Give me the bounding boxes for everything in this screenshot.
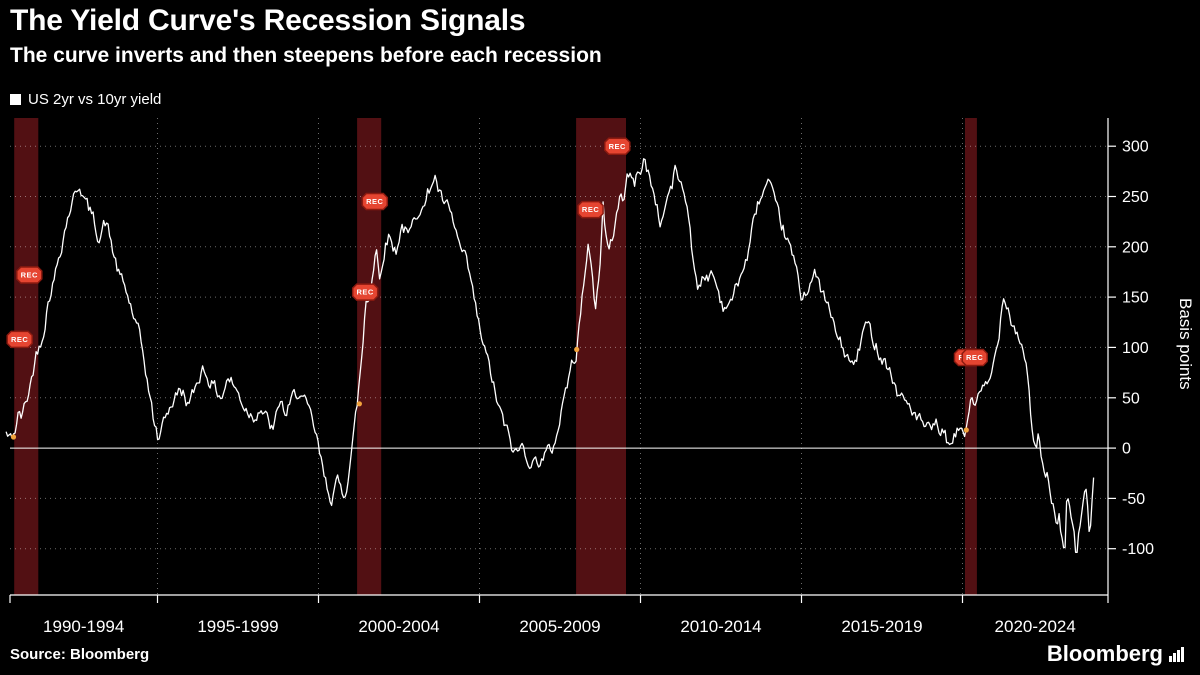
legend-label: US 2yr vs 10yr yield	[28, 91, 162, 108]
page-subtitle: The curve inverts and then steepens befo…	[10, 44, 602, 67]
svg-text:REC: REC	[609, 142, 626, 151]
svg-text:1995-1999: 1995-1999	[197, 617, 278, 636]
svg-text:300: 300	[1122, 139, 1149, 156]
svg-text:2010-2014: 2010-2014	[680, 617, 761, 636]
bloomberg-logo-bars-icon	[1169, 647, 1184, 662]
svg-text:-50: -50	[1122, 491, 1145, 508]
svg-text:REC: REC	[11, 335, 28, 344]
svg-text:REC: REC	[366, 197, 383, 206]
inversion-dots	[10, 346, 969, 440]
svg-text:100: 100	[1122, 340, 1149, 357]
svg-text:-100: -100	[1122, 541, 1154, 558]
svg-text:200: 200	[1122, 239, 1149, 256]
chart-legend: US 2yr vs 10yr yield	[10, 91, 161, 108]
svg-text:50: 50	[1122, 390, 1140, 407]
spread-line	[5, 158, 1095, 554]
bloomberg-logo: Bloomberg	[1047, 641, 1186, 667]
y-axis-title: Basis points	[1176, 298, 1195, 390]
gridlines	[10, 118, 1108, 595]
y-tick-labels: 300 250 200 150 100 50 0 -50 -100	[1122, 139, 1154, 559]
bloomberg-logo-text: Bloomberg	[1046, 641, 1163, 666]
svg-text:1990-1994: 1990-1994	[43, 617, 124, 636]
axes	[9, 118, 1116, 603]
svg-text:150: 150	[1122, 290, 1149, 307]
svg-text:0: 0	[1122, 441, 1131, 458]
yield-spread-chart: RECRECRECRECRECRECRECREC3002502001501005…	[0, 112, 1200, 675]
x-tick-labels: 1990-1994 1995-1999 2000-2004 2005-2009 2010…	[43, 617, 1076, 636]
svg-text:REC: REC	[21, 271, 38, 280]
svg-text:2020-2024: 2020-2024	[995, 617, 1076, 636]
svg-text:2005-2009: 2005-2009	[519, 617, 600, 636]
svg-text:REC: REC	[582, 205, 599, 214]
recession-bands	[14, 118, 977, 595]
legend-swatch-icon	[10, 94, 21, 105]
page-title: The Yield Curve's Recession Signals	[10, 4, 526, 37]
svg-text:2015-2019: 2015-2019	[841, 617, 922, 636]
svg-text:250: 250	[1122, 189, 1149, 206]
chart-canvas: RECRECRECRECRECRECRECREC3002502001501005…	[5, 118, 1154, 636]
svg-text:REC: REC	[966, 353, 983, 362]
svg-text:REC: REC	[357, 288, 374, 297]
svg-text:2000-2004: 2000-2004	[358, 617, 439, 636]
rec-badges: RECRECRECRECRECRECRECREC	[6, 137, 988, 367]
source-credit: Source: Bloomberg	[10, 646, 150, 663]
